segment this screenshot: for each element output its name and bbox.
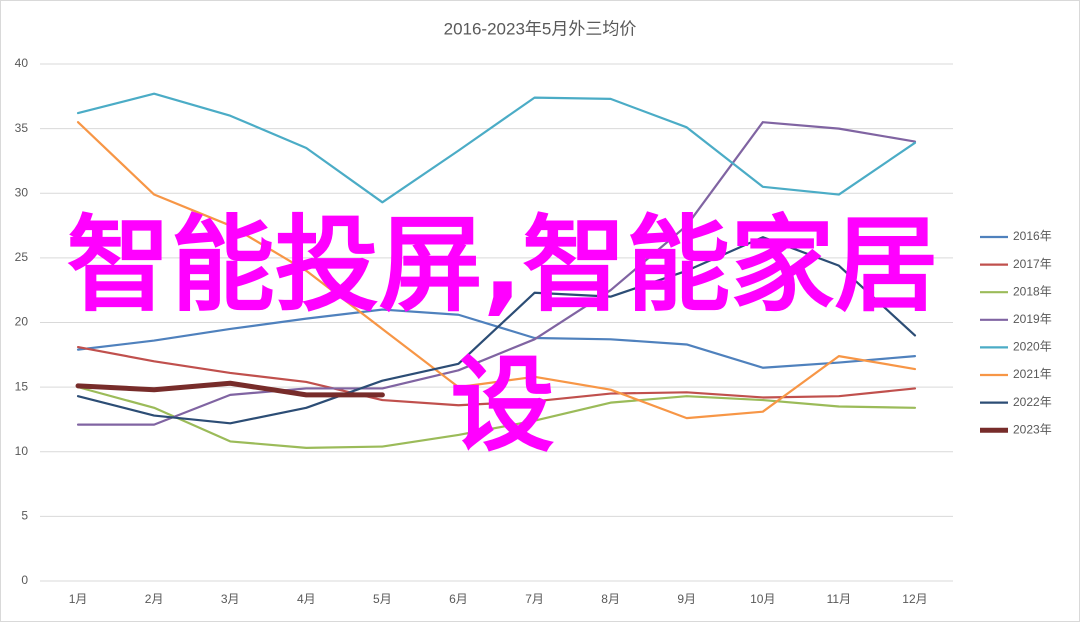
x-tick-label: 9月 [677, 592, 696, 606]
x-tick-label: 7月 [525, 592, 544, 606]
x-tick-label: 3月 [221, 592, 240, 606]
x-tick-label: 8月 [601, 592, 620, 606]
x-tick-label: 2月 [145, 592, 164, 606]
y-tick-label: 20 [15, 315, 29, 329]
series-line [76, 92, 917, 204]
y-tick-label: 15 [15, 379, 29, 393]
legend-label: 2020年 [1013, 340, 1052, 354]
series-line [75, 380, 385, 398]
x-tick-label: 12月 [902, 592, 927, 606]
legend-label: 2021年 [1013, 367, 1052, 381]
y-tick-label: 30 [15, 185, 29, 199]
y-tick-label: 35 [15, 121, 29, 135]
overlay-text: 智能投屏,智能家居设 [66, 204, 939, 466]
y-tick-label: 40 [15, 56, 29, 70]
y-tick-label: 25 [15, 250, 29, 264]
y-tick-label: 10 [15, 444, 29, 458]
legend-label: 2023年 [1013, 422, 1052, 436]
legend-label: 2016年 [1013, 229, 1052, 243]
series-line [76, 236, 917, 425]
x-tick-label: 4月 [297, 592, 316, 606]
legend-label: 2018年 [1013, 284, 1052, 298]
chart-title: 2016-2023年5月外三均价 [444, 19, 637, 38]
x-tick-label: 11月 [827, 592, 851, 606]
y-tick-label: 0 [21, 573, 28, 587]
x-tick-label: 5月 [373, 592, 392, 606]
series-line [76, 308, 917, 369]
x-tick-label: 6月 [449, 592, 468, 606]
legend-label: 2022年 [1013, 395, 1052, 409]
series-line [76, 121, 917, 420]
y-tick-label: 5 [21, 509, 28, 523]
x-tick-label: 1月 [69, 592, 88, 606]
series-line [76, 345, 917, 407]
series-line [76, 121, 917, 426]
legend-label: 2017年 [1013, 257, 1052, 271]
x-tick-label: 10月 [750, 592, 775, 606]
legend-label: 2019年 [1013, 312, 1052, 326]
